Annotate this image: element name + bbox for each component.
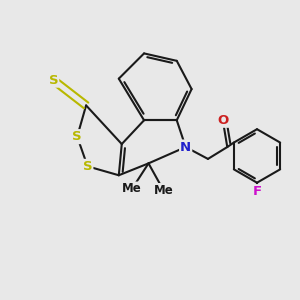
Text: S: S bbox=[72, 130, 82, 143]
Text: S: S bbox=[49, 74, 58, 87]
Text: Me: Me bbox=[122, 182, 142, 195]
Text: N: N bbox=[180, 140, 191, 154]
Text: O: O bbox=[217, 114, 228, 127]
Text: F: F bbox=[252, 185, 262, 198]
Text: Me: Me bbox=[154, 184, 173, 196]
Text: S: S bbox=[83, 160, 92, 173]
